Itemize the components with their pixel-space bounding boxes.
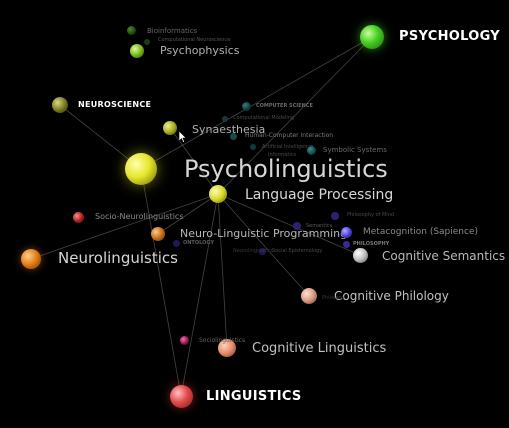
node-computer-science[interactable] — [242, 102, 251, 111]
label-social-epistemology[interactable]: Social Epistemology — [272, 248, 323, 254]
label-bioinformatics[interactable]: Bioinformatics — [147, 27, 198, 35]
node-synaesthesia[interactable] — [163, 121, 177, 135]
label-philology-small[interactable]: Philology — [322, 295, 345, 301]
node-neuroscience[interactable] — [52, 97, 68, 113]
node-semantics[interactable] — [293, 222, 301, 230]
label-synaesthesia[interactable]: Synaesthesia — [192, 123, 266, 136]
node-cognitive-linguistics[interactable] — [218, 339, 236, 357]
node-computational-modeling[interactable] — [222, 116, 228, 122]
node-nlp[interactable] — [151, 227, 165, 241]
label-philosophy[interactable]: PHILOSOPHY — [353, 241, 390, 247]
edge-psycholinguistics-linguistics — [140, 168, 182, 397]
node-language-processing[interactable] — [209, 185, 227, 203]
node-bioinformatics[interactable] — [127, 26, 136, 35]
node-linguistics[interactable] — [170, 385, 193, 408]
label-cognitive-philology[interactable]: Cognitive Philology — [334, 289, 449, 303]
label-psycholinguistics[interactable]: Psycholinguistics — [184, 155, 388, 183]
label-psychophysics[interactable]: Psychophysics — [160, 44, 240, 57]
node-psycholinguistics[interactable] — [125, 153, 157, 185]
node-philosophy-of-mind[interactable] — [331, 212, 339, 220]
label-socio-neurolinguistics[interactable]: Socio-Neurolinguistics — [95, 212, 184, 221]
label-cognitive-linguistics[interactable]: Cognitive Linguistics — [252, 341, 387, 356]
node-cognitive-philology[interactable] — [301, 288, 317, 304]
label-cognitive-semantics[interactable]: Cognitive Semantics — [382, 249, 506, 263]
label-semantics[interactable]: Semantics — [306, 223, 333, 229]
node-metacognition[interactable] — [341, 227, 352, 238]
node-philosophy[interactable] — [343, 241, 350, 248]
node-artificial-intelligence[interactable] — [250, 144, 256, 150]
label-metacognition[interactable]: Metacognition (Sapience) — [363, 227, 479, 237]
node-psychology[interactable] — [360, 25, 384, 49]
label-ontology[interactable]: ONTOLOGY — [183, 240, 214, 246]
edge-language-processing-cognitive-linguistics — [217, 193, 228, 349]
label-symbolic-systems[interactable]: Symbolic Systems — [323, 146, 387, 154]
label-psychology[interactable]: PSYCHOLOGY — [399, 29, 500, 44]
label-neurolinguistics-small[interactable]: Neurolinguistics — [233, 248, 273, 254]
label-linguistics[interactable]: LINGUISTICS — [206, 389, 302, 404]
edge-language-processing-linguistics — [180, 193, 219, 397]
edge-language-processing-semantics — [217, 193, 361, 256]
node-sociolinguistics[interactable] — [180, 336, 189, 345]
label-language-processing[interactable]: Language Processing — [245, 187, 394, 203]
node-computational-neuroscience[interactable] — [144, 39, 150, 45]
edge-language-processing-philology — [217, 193, 310, 297]
node-hci[interactable] — [230, 133, 237, 140]
node-neurolinguistics[interactable] — [21, 249, 41, 269]
label-artificial-intelligence[interactable]: Artificial Intelligence — [262, 144, 314, 150]
label-hci[interactable]: Human-Computer Interaction — [245, 132, 334, 139]
mouse-cursor-icon — [179, 131, 187, 143]
label-computational-neuroscience[interactable]: Computational Neuroscience — [158, 37, 231, 43]
label-computer-science[interactable]: COMPUTER SCIENCE — [256, 103, 313, 109]
node-symbolic-systems[interactable] — [307, 146, 316, 155]
label-nlp[interactable]: Neuro-Linguistic Programming — [180, 227, 348, 240]
label-philosophy-of-mind[interactable]: Philosophy of Mind — [347, 212, 395, 218]
node-socio-neurolinguistics[interactable] — [73, 212, 84, 223]
node-ontology[interactable] — [173, 240, 180, 247]
label-informatics[interactable]: Informatics — [268, 152, 297, 158]
label-sociolinguistics[interactable]: Sociolinguistics — [199, 337, 246, 344]
node-psychophysics[interactable] — [130, 44, 144, 58]
node-social-epistemology[interactable] — [259, 248, 266, 255]
label-computational-modeling[interactable]: Computational Modeling — [233, 115, 295, 121]
label-neurolinguistics[interactable]: Neurolinguistics — [58, 249, 178, 267]
node-cognitive-semantics[interactable] — [353, 248, 368, 263]
label-neuroscience[interactable]: NEUROSCIENCE — [78, 100, 152, 109]
